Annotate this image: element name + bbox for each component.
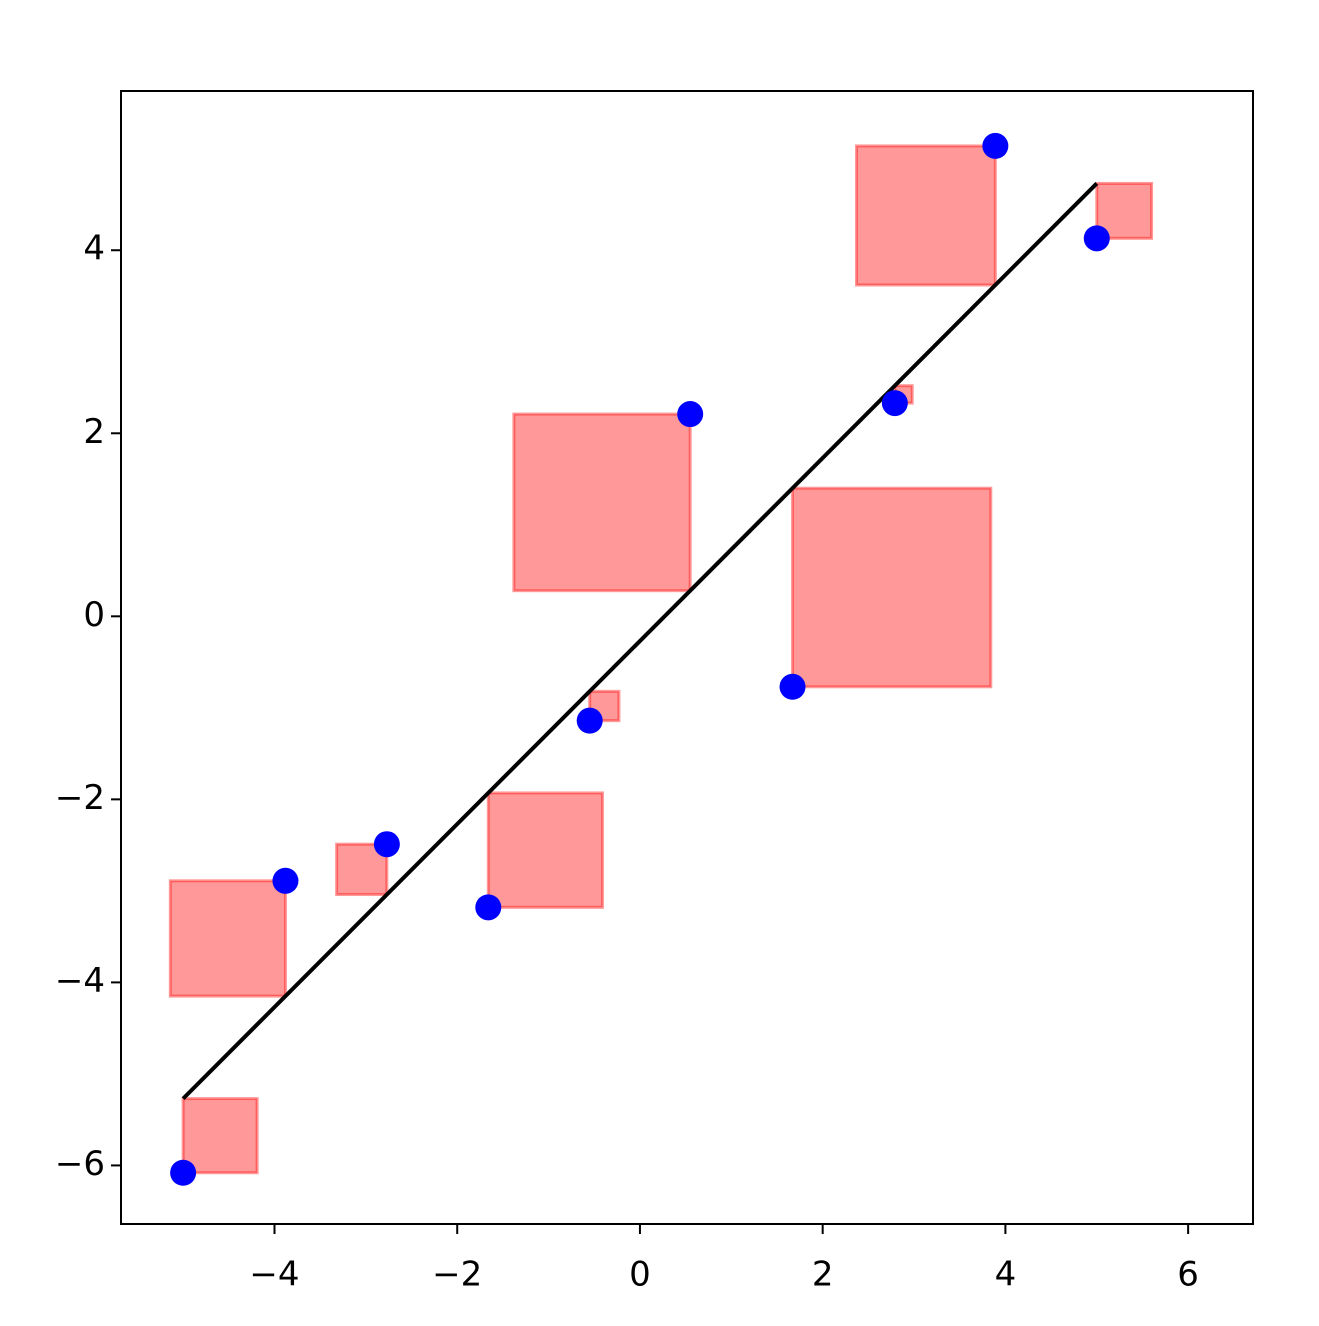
plot-frame xyxy=(120,90,1254,1225)
residual-square xyxy=(335,842,389,897)
y-tick-label: 4 xyxy=(83,229,105,269)
x-tick-label: 6 xyxy=(1177,1255,1199,1295)
residual-square xyxy=(854,144,997,287)
residual-square xyxy=(181,1097,259,1175)
residual-square xyxy=(791,486,993,689)
y-tick-label: −2 xyxy=(55,778,105,818)
y-tick-label: 0 xyxy=(83,595,105,635)
point xyxy=(373,831,400,858)
x-tick-label: −2 xyxy=(432,1255,482,1295)
y-tick-label: −6 xyxy=(55,1144,105,1184)
x-tick-label: 2 xyxy=(812,1255,834,1295)
residual-square xyxy=(486,791,604,909)
point xyxy=(881,390,908,417)
x-tick-label: 0 xyxy=(629,1255,651,1295)
residual-square xyxy=(168,879,287,998)
point xyxy=(272,867,299,894)
point xyxy=(779,673,806,700)
point xyxy=(677,401,704,428)
point xyxy=(1083,225,1110,252)
point xyxy=(576,707,603,734)
point xyxy=(475,894,502,921)
y-tick-label: 2 xyxy=(83,412,105,452)
residual-square xyxy=(512,412,692,593)
fit-line xyxy=(181,182,1099,1101)
point xyxy=(170,1159,197,1186)
x-tick-label: 4 xyxy=(995,1255,1017,1295)
x-tick-label: −4 xyxy=(249,1255,299,1295)
y-tick-label: −4 xyxy=(55,961,105,1001)
point xyxy=(982,132,1009,159)
